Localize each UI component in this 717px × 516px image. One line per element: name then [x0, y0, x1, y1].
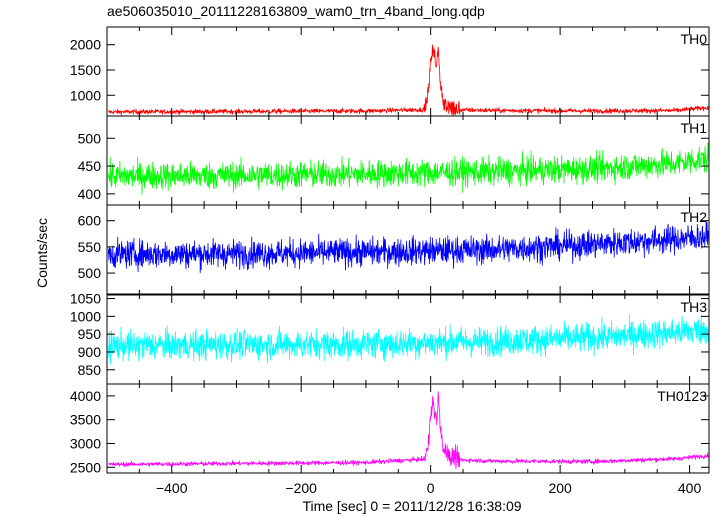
- series-line-th1: [107, 142, 710, 195]
- y-tick-label-th2: 600: [78, 213, 102, 229]
- panel-frame-th3: [106, 294, 710, 385]
- y-tick-label-th1: 450: [78, 158, 102, 174]
- plot-title: ae506035010_20111228163809_wam0_trn_4ban…: [107, 3, 485, 19]
- y-tick-label-th0123: 3000: [70, 435, 101, 451]
- panel-label-th0: TH0: [681, 31, 708, 47]
- series-line-th2: [107, 219, 710, 274]
- y-tick-label-th0: 1500: [70, 62, 101, 78]
- series-line-th0: [108, 44, 710, 116]
- x-tick-label: 400: [678, 480, 702, 496]
- panel-frame-th0123: [106, 383, 710, 474]
- y-tick-label-th0: 2000: [70, 37, 101, 53]
- y-tick-label-th2: 500: [78, 265, 102, 281]
- y-tick-label-th3: 1000: [70, 308, 101, 324]
- y-tick-label-th0123: 2500: [70, 459, 101, 475]
- panel-label-th0123: TH0123: [657, 388, 707, 404]
- x-axis-label: Time [sec] 0 = 2011/12/28 16:38:09: [302, 498, 521, 514]
- y-tick-label-th3: 850: [78, 362, 102, 378]
- y-tick-label-th0123: 4000: [70, 388, 101, 404]
- y-tick-label-th3: 950: [78, 326, 102, 342]
- y-tick-label-th2: 550: [78, 239, 102, 255]
- panel-frame-th0: [106, 26, 710, 117]
- panel-frame-th1: [106, 115, 710, 206]
- series-line-th3: [107, 314, 710, 365]
- y-tick-label-th0123: 3500: [70, 412, 101, 428]
- y-tick-label-th1: 500: [78, 130, 102, 146]
- y-tick-label-th0: 1000: [70, 87, 101, 103]
- series-line-th0123: [108, 391, 710, 470]
- panel-frame-th2: [106, 204, 710, 295]
- panel-label-th2: TH2: [681, 209, 708, 225]
- y-tick-label-th1: 400: [78, 186, 102, 202]
- panel-label-th1: TH1: [681, 120, 708, 136]
- x-tick-label: 200: [548, 480, 572, 496]
- y-tick-label-th3: 900: [78, 344, 102, 360]
- x-tick-label: −200: [285, 480, 317, 496]
- x-tick-label: 0: [427, 480, 435, 496]
- x-tick-label: −400: [156, 480, 188, 496]
- panel-label-th3: TH3: [681, 299, 708, 315]
- y-tick-label-th3: 1050: [70, 291, 101, 307]
- y-axis-label: Counts/sec: [34, 218, 50, 288]
